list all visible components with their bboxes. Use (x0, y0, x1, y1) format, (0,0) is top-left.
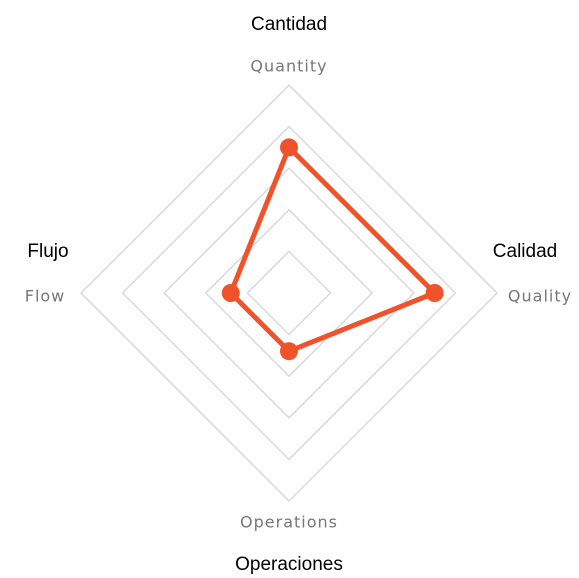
axis-label: Quantity (250, 57, 327, 76)
axis-label: Quality (508, 287, 572, 306)
axis-title: Flujo (27, 241, 68, 262)
grid-ring (163, 167, 415, 419)
grid-ring (79, 83, 499, 503)
axis-title: Cantidad (251, 14, 327, 35)
axis-title: Calidad (493, 241, 557, 262)
grid-ring (246, 250, 332, 336)
axis-title: Operaciones (235, 554, 343, 575)
axis-label: Operations (240, 513, 338, 532)
grid-ring (204, 208, 374, 378)
point (280, 138, 298, 157)
series-line (228, 144, 438, 354)
point (221, 284, 240, 302)
grid-ring (121, 125, 457, 461)
axis-label: Flow (25, 287, 66, 306)
point (280, 342, 298, 361)
point (425, 284, 444, 302)
